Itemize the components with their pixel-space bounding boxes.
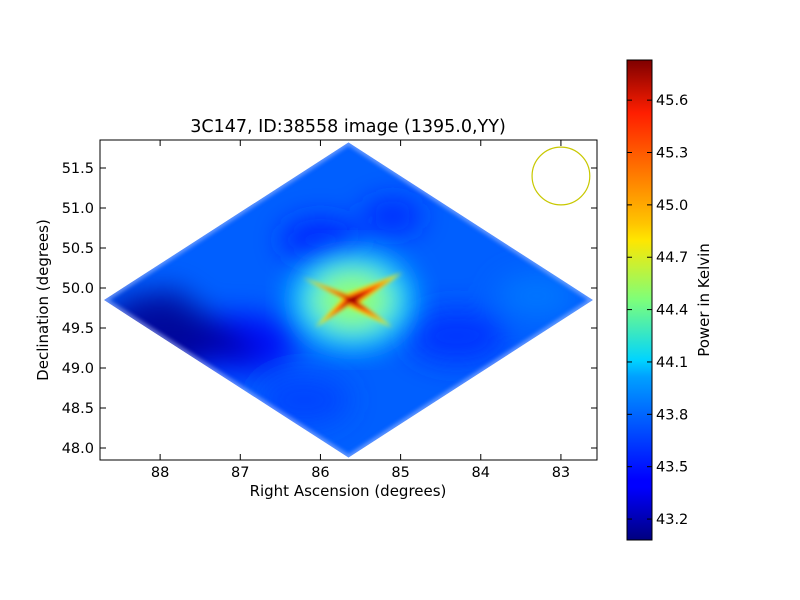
colorbar-tick-label: 43.5 — [656, 460, 688, 476]
y-axis-label: Declination (degrees) — [34, 219, 52, 381]
colorbar-label: Power in Kelvin — [695, 243, 713, 357]
chart-title: 3C147, ID:38558 image (1395.0,YY) — [190, 117, 506, 137]
x-tick-label: 85 — [391, 465, 409, 481]
x-tick-label: 87 — [231, 465, 249, 481]
colorbar-tick-label: 45.3 — [656, 146, 688, 162]
y-tick-label: 49.0 — [62, 361, 94, 377]
y-tick-label: 50.5 — [62, 241, 94, 257]
y-tick-label: 48.5 — [62, 401, 94, 417]
plot-frame — [99, 139, 598, 461]
source-peak — [335, 290, 370, 310]
plot-area: 88 87 86 85 84 83 48.0 48.5 49.0 49.5 50.0 50.5 51.… — [62, 139, 598, 481]
colorbar-tick-label: 44.7 — [656, 250, 688, 266]
x-axis-ticks: 88 87 86 85 84 83 — [151, 140, 570, 481]
y-tick-label: 49.5 — [62, 321, 94, 337]
colorbar-tick-label: 45.6 — [656, 93, 688, 109]
colorbar-ticks: 43.2 43.5 43.8 44.1 44.4 44.7 45.0 45.3 45.6 — [627, 93, 688, 528]
y-tick-label: 51.5 — [62, 161, 94, 177]
y-tick-label: 51.0 — [62, 201, 94, 217]
y-tick-label: 50.0 — [62, 281, 94, 297]
x-axis-label: Right Ascension (degrees) — [250, 482, 447, 500]
heatmap-feature — [496, 274, 577, 318]
colorbar-gradient — [626, 59, 653, 541]
heatmap-feature — [362, 199, 423, 233]
heatmap-feature — [104, 288, 265, 360]
heatmap-feature — [406, 308, 507, 364]
x-tick-label: 88 — [151, 465, 169, 481]
colorbar-tick-label: 43.8 — [656, 407, 688, 423]
x-tick-label: 86 — [311, 465, 329, 481]
y-tick-label: 48.0 — [62, 441, 94, 457]
colorbar-tick-label: 44.4 — [656, 303, 688, 319]
y-axis-ticks: 48.0 48.5 49.0 49.5 50.0 50.5 51.0 51.5 — [62, 161, 597, 457]
x-tick-label: 83 — [552, 465, 570, 481]
colorbar-tick-label: 44.1 — [656, 355, 688, 371]
colorbar-tick-label: 43.2 — [656, 512, 688, 528]
source-core — [290, 250, 415, 350]
beam-circle — [531, 146, 591, 206]
colorbar: 43.2 43.5 43.8 44.1 44.4 44.7 45.0 45.3 45.6 Pow… — [626, 59, 713, 541]
x-tick-label: 84 — [472, 465, 490, 481]
colorbar-tick-label: 45.0 — [656, 198, 688, 214]
